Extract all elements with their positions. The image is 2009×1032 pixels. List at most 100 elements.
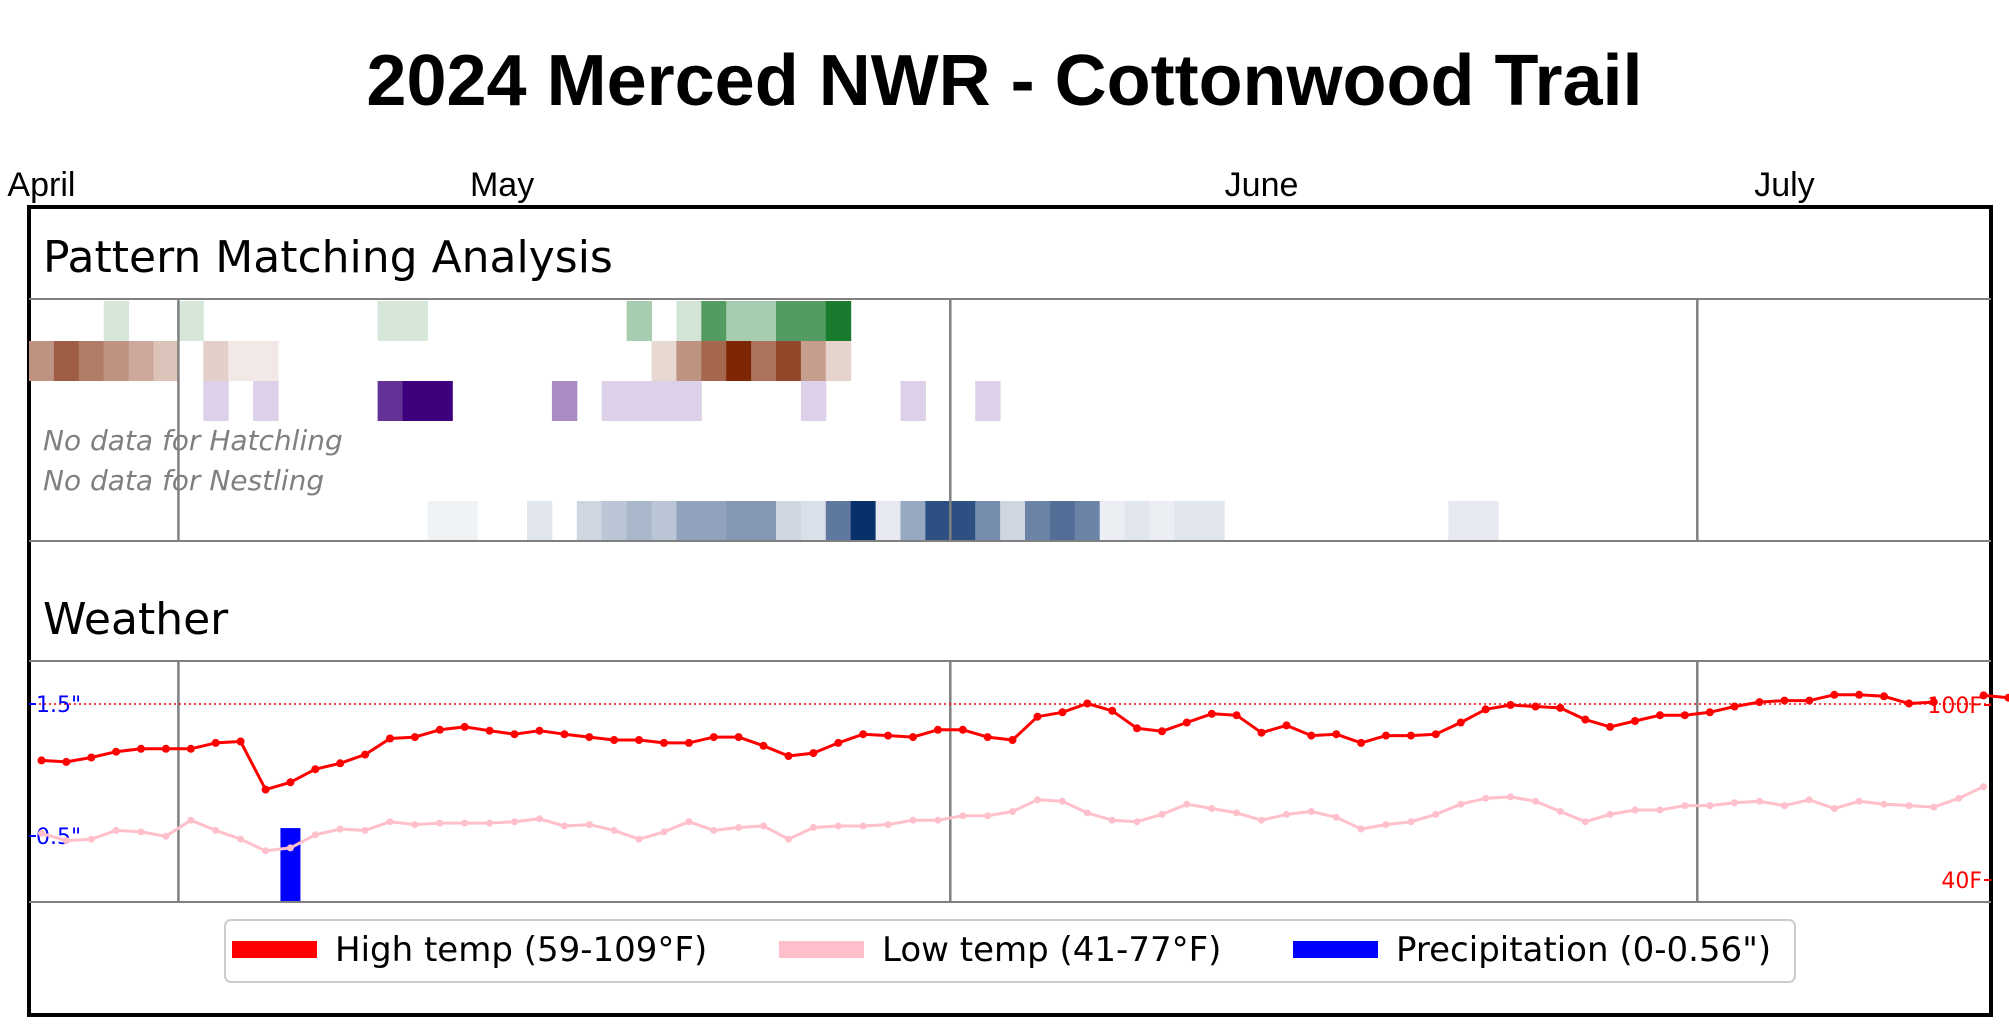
series-point (186, 744, 195, 753)
series-point (1456, 718, 1465, 727)
series-point (436, 819, 444, 827)
heatmap-cell (203, 381, 229, 421)
month-label: July (1754, 166, 1814, 204)
series-line (1983, 693, 2009, 700)
series-point (1182, 718, 1191, 727)
heatmap-cell (626, 381, 652, 421)
series-point (809, 749, 818, 758)
weather-month-lines (177, 661, 1699, 902)
series-point (485, 726, 494, 735)
heatmap-cell (29, 341, 55, 381)
series-point (112, 747, 121, 756)
heatmap-cell (925, 501, 951, 541)
series-point (909, 733, 917, 742)
heatmap-cell (128, 341, 154, 381)
series-point (983, 733, 992, 742)
month-label: April (7, 166, 75, 204)
series-point (1830, 690, 1839, 699)
series-point (735, 824, 743, 831)
series-point (286, 844, 294, 852)
series-point (834, 738, 843, 747)
series-point (1855, 690, 1864, 699)
series-point (237, 835, 245, 843)
heatmap-cell (228, 341, 254, 381)
series-point (1357, 738, 1366, 747)
heatmap-cell (551, 381, 578, 421)
series-point (1158, 810, 1166, 818)
series-point (1780, 696, 1789, 705)
series-line (41, 693, 1934, 792)
series-point (1332, 813, 1340, 821)
series-point (1108, 816, 1116, 824)
heatmap-cell (776, 341, 802, 381)
low-temp-series (38, 783, 1988, 855)
month-labels: April May June July (7, 166, 1814, 204)
month-label: June (1225, 166, 1299, 204)
heatmap-cell (950, 501, 976, 541)
weather-section-title: Weather (43, 594, 229, 645)
legend-label: Precipitation (0-0.56") (1396, 930, 1771, 970)
series-point (460, 722, 469, 731)
series-point (1481, 705, 1490, 714)
legend-label: Low temp (41-77°F) (882, 930, 1221, 970)
legend-swatch (1293, 941, 1378, 958)
high-temp-series (37, 690, 2009, 794)
series-point (361, 750, 370, 759)
series-point (336, 759, 345, 768)
series-point (1880, 800, 1888, 808)
series-point (1532, 797, 1539, 805)
series-point (1232, 711, 1241, 720)
heatmap-cell (751, 501, 777, 541)
heatmap-cell (153, 341, 179, 381)
heatmap-cell (751, 341, 777, 381)
heatmap-cell (800, 381, 827, 421)
heatmap-cell (626, 301, 652, 341)
series-point (137, 828, 145, 836)
series-point (1357, 825, 1365, 833)
series-point (1133, 724, 1141, 733)
legend-swatch (779, 941, 864, 958)
series-point (734, 733, 743, 742)
page-title: 2024 Merced NWR - Cottonwood Trail (366, 41, 1643, 121)
heatmap-cell (900, 501, 926, 541)
series-point (1706, 802, 1714, 810)
series-point (1830, 805, 1838, 812)
series-point (1058, 797, 1066, 805)
series-point (62, 837, 70, 845)
pattern-labels: No data for Hatchling No data for Nestlin… (43, 424, 343, 497)
series-point (1979, 691, 1988, 700)
series-point (311, 765, 320, 774)
series-point (1680, 711, 1689, 720)
heatmap-cell (701, 341, 727, 381)
heatmap-cell (1025, 501, 1051, 541)
heatmap-cell (800, 301, 827, 341)
series-point (684, 738, 693, 747)
heatmap-cell (1000, 501, 1026, 541)
series-point (958, 725, 967, 734)
series-point (585, 821, 593, 829)
heatmap-cell (427, 501, 453, 541)
series-point (1705, 708, 1714, 717)
pattern-cells (29, 301, 1499, 541)
heatmap-cell (427, 381, 453, 421)
heatmap-cell (1174, 501, 1200, 541)
heatmap-cell (178, 301, 204, 341)
heatmap-cell (601, 381, 628, 421)
heatmap-cell (1124, 501, 1150, 541)
no-data-label: No data for Hatchling (43, 424, 343, 457)
series-point (2004, 693, 2009, 702)
series-point (1457, 800, 1465, 808)
heatmap-cell (825, 301, 852, 341)
series-point (1681, 802, 1689, 810)
series-point (1158, 727, 1166, 736)
heatmap-cell (825, 341, 852, 381)
series-point (536, 815, 543, 823)
heatmap-cell (626, 501, 652, 541)
heatmap-cell (676, 341, 702, 381)
heatmap-cell (651, 501, 677, 541)
heatmap-cell (253, 341, 279, 381)
series-point (610, 736, 619, 744)
heatmap-cell (975, 501, 1001, 541)
